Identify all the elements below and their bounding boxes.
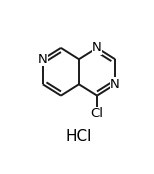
Text: HCl: HCl <box>66 129 92 144</box>
Text: N: N <box>38 53 48 66</box>
Text: Cl: Cl <box>91 107 104 120</box>
Text: N: N <box>110 78 120 91</box>
Text: N: N <box>92 41 102 54</box>
